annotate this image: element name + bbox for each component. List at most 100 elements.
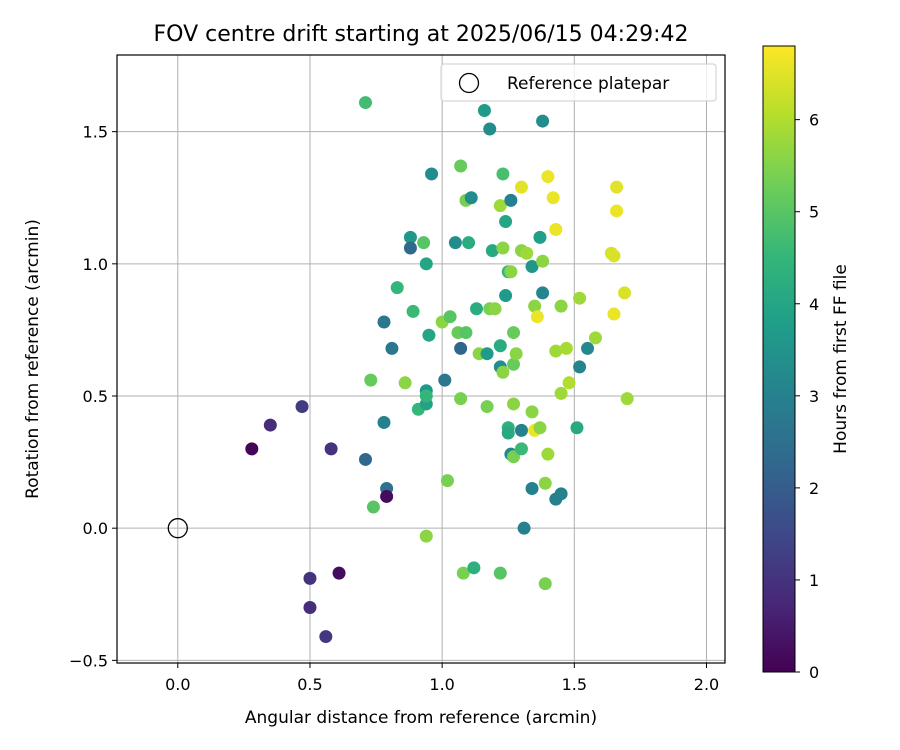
data-point (493, 566, 507, 580)
data-point (377, 315, 391, 329)
data-point (504, 265, 518, 279)
data-point (533, 230, 547, 244)
data-point (380, 489, 394, 503)
data-point (536, 286, 550, 300)
data-point (549, 344, 563, 358)
y-tick-label: 0.0 (83, 519, 108, 538)
data-point (607, 307, 621, 321)
data-point (324, 442, 338, 456)
data-point (245, 442, 259, 456)
data-point (366, 500, 380, 514)
data-point (525, 482, 539, 496)
data-point (464, 191, 478, 205)
data-point (536, 114, 550, 128)
data-point (499, 289, 513, 303)
reference-marker (167, 518, 188, 539)
data-point (610, 180, 624, 194)
data-point (496, 365, 510, 379)
data-point (620, 392, 634, 406)
colorbar-label: Hours from first FF file (831, 264, 851, 454)
data-point (581, 341, 595, 355)
y-tick-label: 1.5 (83, 123, 108, 142)
data-point (610, 204, 624, 218)
data-point (554, 299, 568, 313)
data-point (456, 566, 470, 580)
colorbar-tick-label: 0 (809, 663, 819, 682)
x-tick-label: 0.0 (165, 675, 190, 694)
data-point (459, 326, 473, 340)
data-point (467, 561, 481, 575)
data-point (588, 331, 602, 345)
data-point (514, 442, 528, 456)
data-point (514, 423, 528, 437)
data-point (443, 310, 457, 324)
data-point (570, 421, 584, 435)
data-point (501, 426, 515, 440)
colorbar-tick-label: 6 (809, 111, 819, 130)
data-point (541, 447, 555, 461)
data-point (520, 246, 534, 260)
colorbar-tick-label: 5 (809, 203, 819, 222)
data-point (440, 474, 454, 488)
data-point (422, 328, 436, 342)
data-point (480, 400, 494, 414)
data-point (525, 259, 539, 273)
colorbar-tick-label: 2 (809, 479, 819, 498)
data-point (332, 566, 346, 580)
grid (117, 55, 725, 663)
data-point (514, 180, 528, 194)
colorbar: 0 1 2 3 4 5 6 Hours from first FF file (762, 45, 851, 682)
data-point (377, 415, 391, 429)
data-point (295, 400, 309, 414)
colorbar-tick-label: 4 (809, 295, 819, 314)
y-tick-label: 1.0 (83, 255, 108, 274)
colorbar-gradient (762, 45, 796, 673)
data-point (425, 167, 439, 181)
legend-box (440, 63, 717, 102)
data-point (419, 389, 433, 403)
data-point (488, 302, 502, 316)
legend: Reference platepar (440, 63, 717, 102)
data-point (303, 571, 317, 585)
data-point (454, 341, 468, 355)
data-point (454, 392, 468, 406)
x-tick-label: 0.5 (297, 675, 322, 694)
y-axis-label: Rotation from reference (arcmin) (23, 219, 43, 499)
colorbar-ticks: 0 1 2 3 4 5 6 (795, 111, 819, 682)
data-point (499, 215, 513, 229)
x-axis-label: Angular distance from reference (arcmin) (245, 708, 597, 728)
data-point (504, 193, 518, 207)
data-point (319, 630, 333, 644)
x-tick-label: 1.0 (429, 675, 454, 694)
data-point (507, 357, 521, 371)
x-axis-ticks: 0.0 0.5 1.0 1.5 2.0 (165, 663, 719, 694)
data-point (509, 347, 523, 361)
data-point (507, 450, 521, 464)
legend-marker-icon (458, 72, 480, 94)
data-point (358, 452, 372, 466)
data-point (546, 191, 560, 205)
data-point (419, 257, 433, 271)
data-point (538, 577, 552, 591)
data-point (263, 418, 277, 432)
data-point (554, 386, 568, 400)
data-point (364, 373, 378, 387)
data-point (607, 249, 621, 263)
data-point (390, 281, 404, 295)
data-point (483, 122, 497, 136)
data-point (554, 487, 568, 501)
data-point (493, 199, 507, 213)
legend-entry-label: Reference platepar (507, 74, 669, 94)
data-point (533, 421, 547, 435)
data-point (538, 476, 552, 490)
data-point (549, 222, 563, 236)
data-point (438, 373, 452, 387)
y-tick-label: 0.5 (83, 387, 108, 406)
data-point (398, 376, 412, 390)
data-point (525, 405, 539, 419)
data-point (385, 341, 399, 355)
chart-title: FOV centre drift starting at 2025/06/15 … (154, 22, 689, 47)
data-point (530, 310, 544, 324)
data-point (517, 521, 531, 535)
